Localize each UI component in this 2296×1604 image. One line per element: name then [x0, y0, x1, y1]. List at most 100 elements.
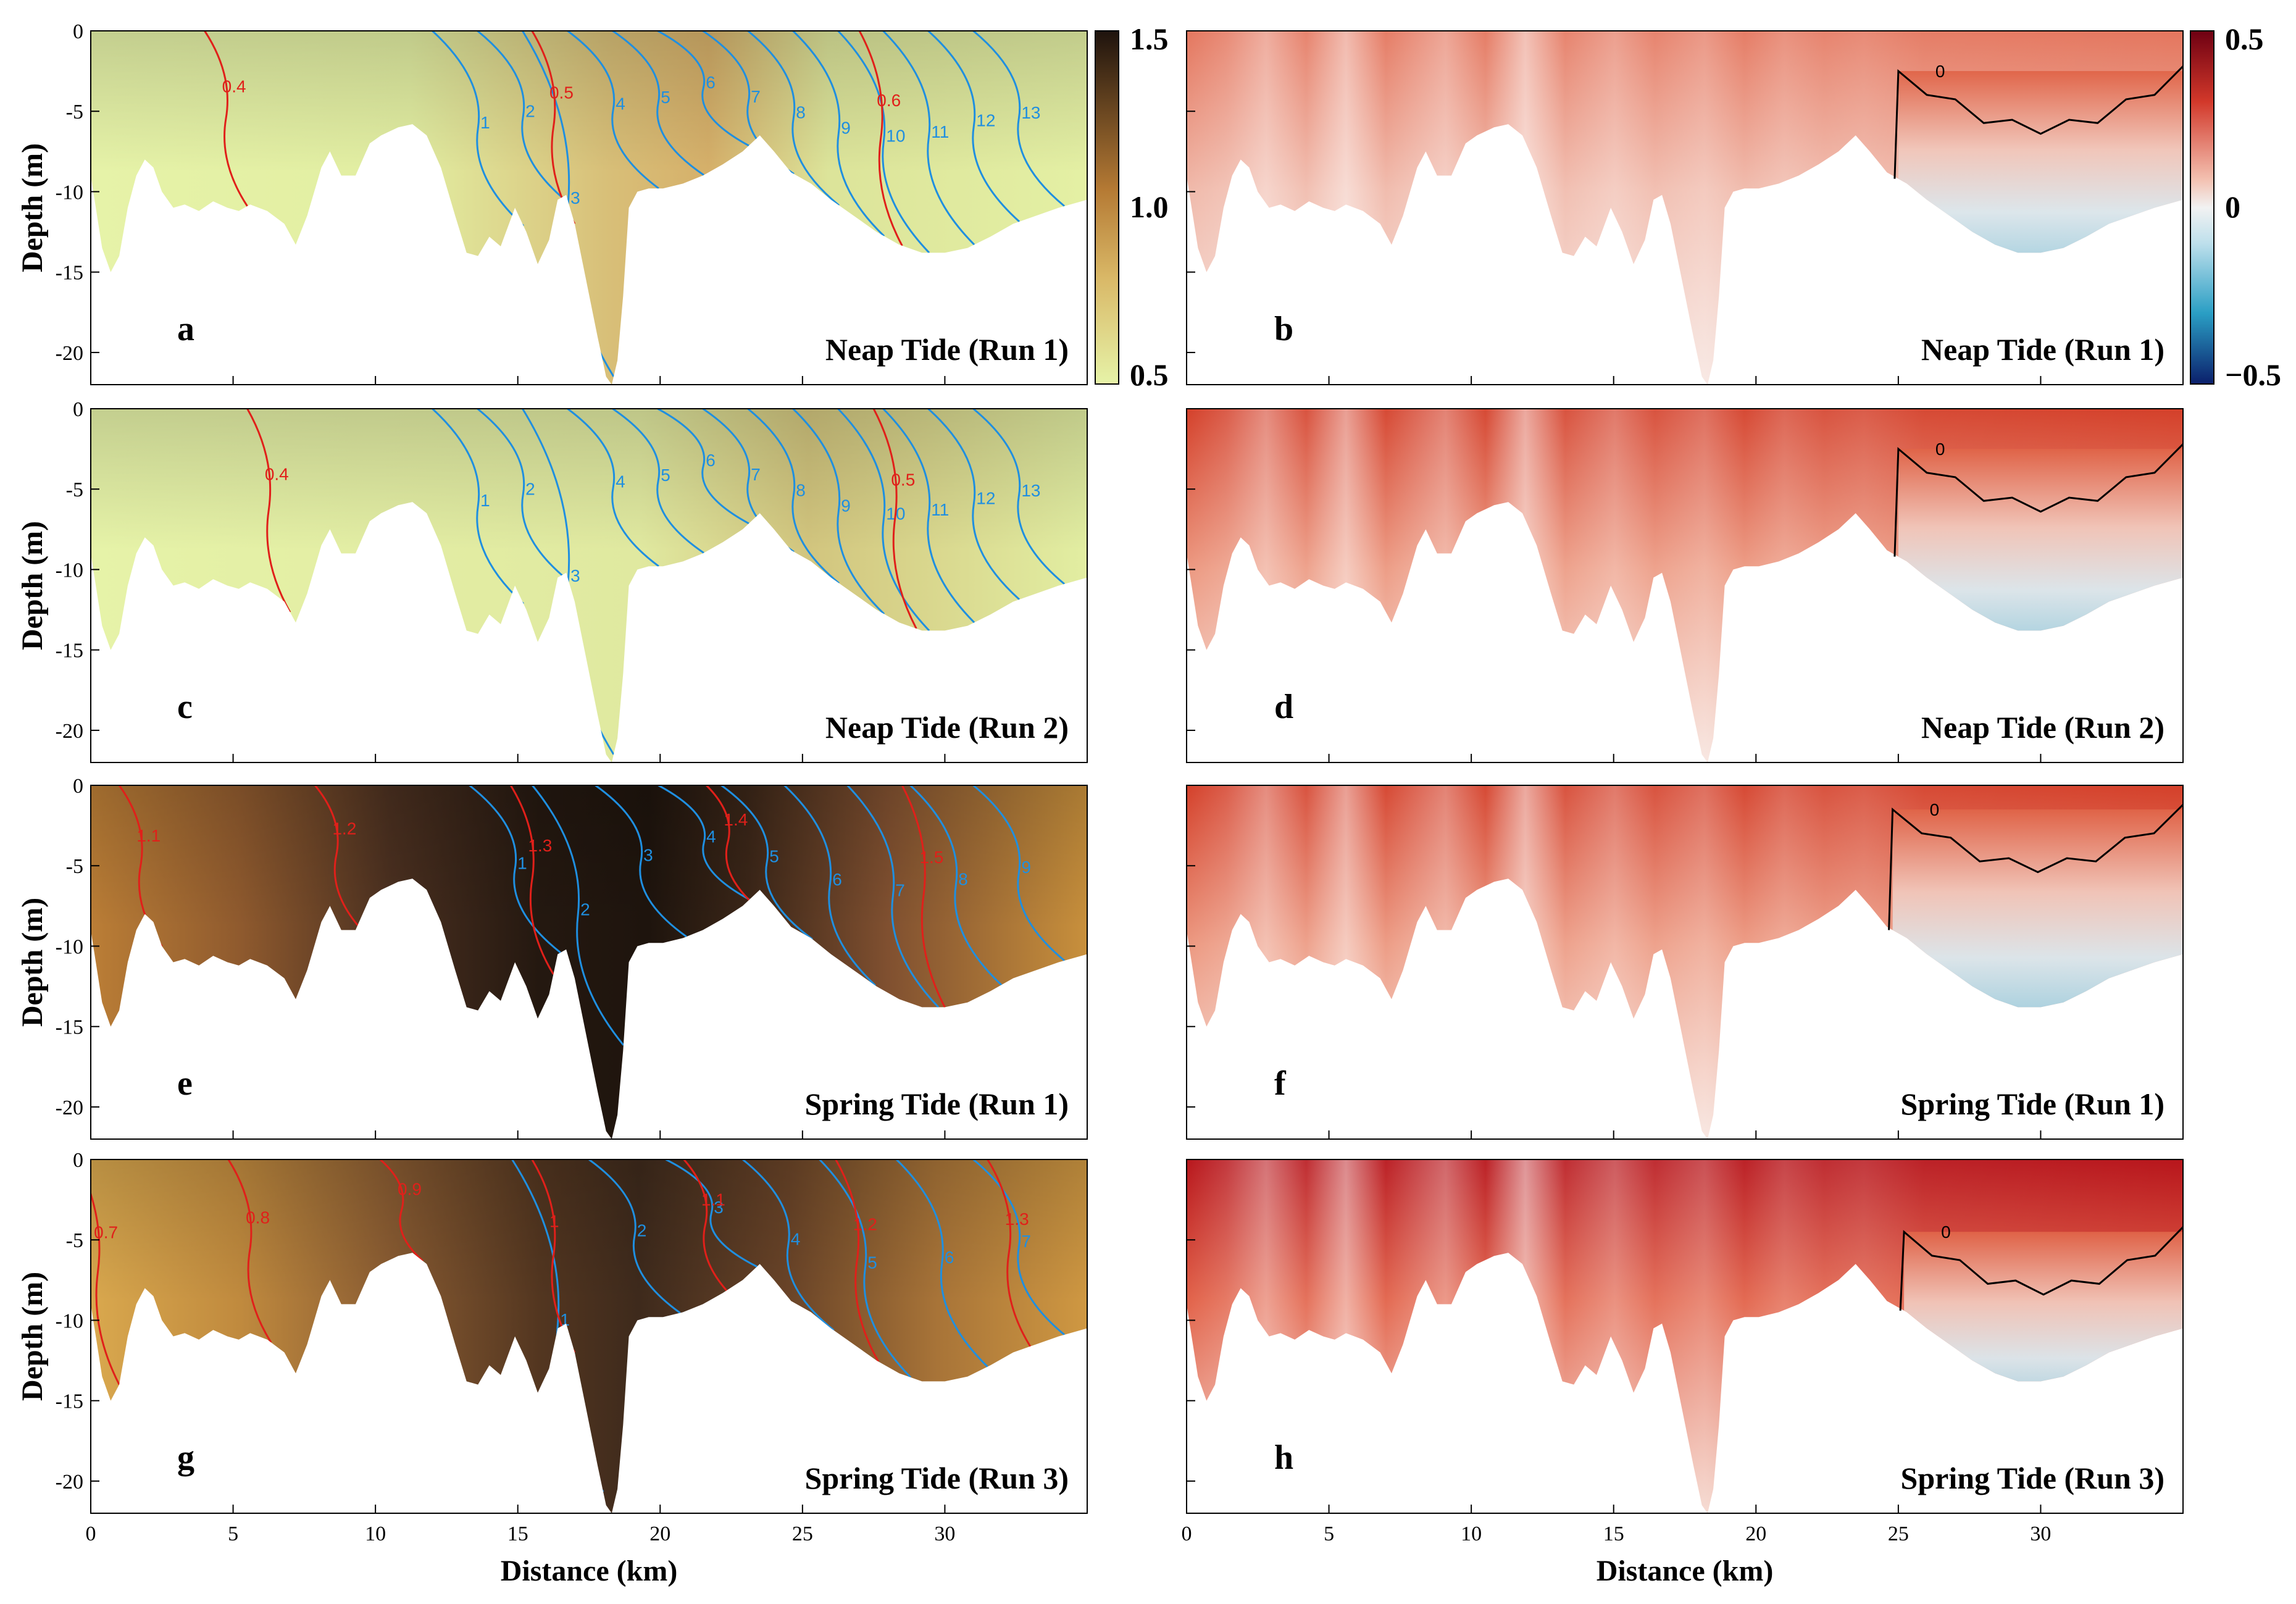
- contour-label: 13: [1021, 103, 1040, 122]
- contour-label: 0: [1941, 1222, 1951, 1242]
- x-tick-label: 20: [1745, 1523, 1766, 1545]
- panel-letter: f: [1274, 1064, 1287, 1103]
- y-tick-label: -10: [56, 1310, 83, 1332]
- contour-label: 7: [751, 87, 761, 106]
- panel-d: 0 d Neap Tide (Run 2): [1186, 408, 2184, 763]
- panel-caption: Spring Tide (Run 3): [805, 1461, 1069, 1495]
- contour-label: 1.1: [701, 1190, 725, 1209]
- contour-line: [657, 31, 749, 147]
- panel-caption: Spring Tide (Run 3): [1901, 1461, 2165, 1495]
- x-tick-label: 20: [649, 1523, 670, 1545]
- panel-letter: b: [1274, 310, 1293, 348]
- contour-line: [846, 785, 940, 1008]
- contour-label: 0.6: [877, 91, 901, 110]
- y-axis-title: Depth (m): [16, 898, 49, 1027]
- contour-label: 3: [643, 846, 653, 865]
- axes-box: [90, 408, 1088, 763]
- contour-label: 0: [1930, 800, 1940, 819]
- contours: 1 2 3 4 5 6 7 0.7 0.8 0.9 1 1.1 1.2 1.3: [91, 1159, 1066, 1493]
- panel-letter: c: [177, 688, 193, 726]
- contour-label: 11: [931, 500, 949, 519]
- colorbar-mid-label: 1.0: [1130, 190, 1169, 224]
- contour-label: 0.4: [222, 77, 246, 96]
- contour-line: [742, 1159, 835, 1331]
- contour-line: [882, 31, 975, 246]
- contour-label: 12: [976, 489, 995, 508]
- contour-label: 9: [1021, 858, 1031, 877]
- contour-label: 6: [832, 870, 842, 889]
- x-axis-title-left: Distance (km): [501, 1555, 678, 1587]
- contour-label: 5: [867, 1253, 877, 1272]
- colorbar-strip: [2190, 30, 2215, 385]
- y-tick-label: -5: [66, 1229, 83, 1252]
- contour-label: 6: [706, 451, 716, 470]
- axes-box: [90, 30, 1088, 385]
- contour-label: 8: [958, 870, 968, 889]
- contour-label: 4: [791, 1229, 801, 1248]
- contour-line: [227, 1159, 272, 1343]
- contour-label: 6: [706, 73, 716, 92]
- colorbar-top-label: 1.5: [1130, 22, 1169, 56]
- contour-label: 4: [616, 472, 625, 491]
- panel-caption: Neap Tide (Run 1): [1921, 332, 2165, 367]
- contour-line: [720, 785, 813, 940]
- y-axis-title: Depth (m): [16, 143, 49, 272]
- contour-line: [665, 1159, 758, 1268]
- x-tick-label: 0: [1182, 1523, 1192, 1545]
- contour-line: [657, 785, 750, 901]
- contour-label: 3: [570, 566, 580, 585]
- contour-line: [477, 31, 569, 204]
- y-axis-title: Depth (m): [16, 521, 49, 650]
- y-tick-label: -20: [56, 720, 83, 743]
- contour-line: [792, 31, 885, 237]
- panel-letter: h: [1274, 1439, 1293, 1477]
- contour-label: 3: [714, 1198, 724, 1217]
- contour-line: [588, 1159, 681, 1314]
- contour-label: 1.2: [853, 1215, 877, 1234]
- contour-line: [987, 1159, 1032, 1347]
- contour-label: 8: [796, 480, 806, 499]
- colorbar-mid-label: 0: [2225, 190, 2240, 224]
- axes-box: [1186, 1159, 2184, 1514]
- contour-label: 5: [769, 847, 779, 866]
- contour-line: [531, 1159, 576, 1353]
- contour-line: [204, 31, 248, 207]
- y-tick-label: -20: [56, 342, 83, 365]
- contour-label: 1.3: [1005, 1209, 1029, 1229]
- x-tick-label: 30: [2030, 1523, 2051, 1545]
- contour-label: 0.5: [891, 470, 915, 490]
- contour-label: 2: [525, 101, 535, 120]
- panel-caption: Neap Tide (Run 2): [825, 710, 1069, 745]
- contour-label: 2: [525, 479, 535, 498]
- x-tick-label: 15: [507, 1523, 528, 1545]
- contour-label: 0: [1935, 62, 1945, 81]
- panel-caption: Spring Tide (Run 1): [1901, 1087, 2165, 1121]
- contour-label: 4: [706, 827, 716, 846]
- contour-label: 5: [661, 88, 670, 107]
- contour-label: 0.9: [398, 1180, 422, 1199]
- axes-box: [90, 1159, 1088, 1514]
- colorbar-right: 0.5 0 −0.5: [2190, 22, 2281, 392]
- x-tick-label: 10: [365, 1523, 386, 1545]
- contour-label: 0.8: [246, 1208, 270, 1227]
- panel-letter: d: [1274, 688, 1293, 726]
- zero-contour: [1888, 804, 2184, 930]
- contour-label: 3: [570, 188, 580, 207]
- contour-line: [835, 1159, 880, 1363]
- contour-line: [747, 409, 840, 584]
- y-axis-title: Depth (m): [16, 1272, 49, 1401]
- contour-label: 10: [886, 127, 905, 146]
- x-tick-label: 5: [1324, 1523, 1334, 1545]
- y-tick-label: -5: [66, 101, 83, 123]
- panel-caption: Neap Tide (Run 1): [825, 332, 1069, 367]
- contour-line: [901, 785, 946, 1008]
- contour-line: [927, 31, 1021, 223]
- y-tick-label: -10: [56, 559, 83, 582]
- contour-line: [792, 409, 885, 615]
- contour-label: 0.4: [265, 464, 289, 483]
- contour-line: [819, 1159, 912, 1378]
- axes-box: [1186, 30, 2184, 385]
- contour-label: 4: [616, 94, 625, 114]
